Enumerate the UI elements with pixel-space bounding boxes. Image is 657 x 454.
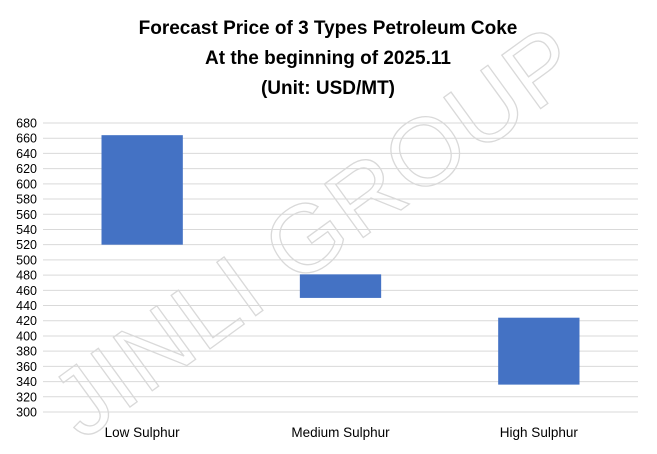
- bar-medium-sulphur: [299, 274, 382, 298]
- y-tick-label: 480: [16, 269, 37, 283]
- chart-title-line-2: At the beginning of 2025.11: [205, 48, 451, 69]
- x-category-label: High Sulphur: [500, 425, 579, 440]
- y-tick-label: 420: [16, 314, 37, 328]
- y-tick-label: 600: [16, 177, 37, 191]
- y-tick-label: 520: [16, 238, 37, 252]
- y-tick-label: 680: [16, 117, 37, 131]
- y-axis-ticks: 3003203403603804004204404604805005205405…: [16, 117, 37, 420]
- x-axis-categories: Low Sulphur Medium Sulphur High Sulphur: [105, 425, 579, 440]
- y-tick-label: 340: [16, 375, 37, 389]
- chart-title-line-3: (Unit: USD/MT): [261, 78, 395, 99]
- y-tick-label: 500: [16, 253, 37, 267]
- y-tick-label: 360: [16, 360, 37, 374]
- y-tick-label: 440: [16, 299, 37, 313]
- y-tick-label: 460: [16, 284, 37, 298]
- y-tick-label: 380: [16, 345, 37, 359]
- y-tick-label: 300: [16, 406, 37, 420]
- y-tick-label: 560: [16, 208, 37, 222]
- bars: [101, 135, 580, 385]
- bar-low-sulphur: [101, 135, 183, 245]
- y-tick-label: 660: [16, 132, 37, 146]
- y-tick-label: 320: [16, 390, 37, 404]
- y-tick-label: 640: [16, 147, 37, 161]
- y-tick-label: 580: [16, 193, 37, 207]
- bar-high-sulphur: [498, 317, 580, 385]
- y-tick-label: 620: [16, 162, 37, 176]
- x-category-label: Low Sulphur: [105, 425, 181, 440]
- y-tick-label: 400: [16, 329, 37, 343]
- x-category-label: Medium Sulphur: [291, 425, 390, 440]
- chart-title-line-1: Forecast Price of 3 Types Petroleum Coke: [139, 18, 518, 39]
- y-tick-label: 540: [16, 223, 37, 237]
